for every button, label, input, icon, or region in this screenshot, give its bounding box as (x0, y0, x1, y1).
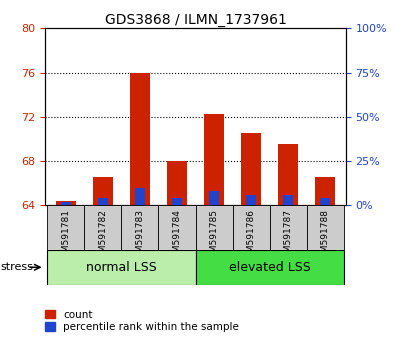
Bar (278, 144, 298, 205)
Text: GSM591782: GSM591782 (98, 209, 107, 264)
Bar (60, 202, 71, 205)
Text: stress: stress (0, 262, 33, 272)
Text: GSM591788: GSM591788 (321, 209, 330, 264)
Bar (98, 198, 108, 205)
Text: GSM591784: GSM591784 (173, 209, 181, 264)
Bar (209, 191, 219, 205)
Bar (47, 205, 85, 250)
Bar (172, 198, 182, 205)
Bar (196, 205, 233, 250)
Bar (270, 205, 307, 250)
Bar (130, 73, 150, 205)
Bar (85, 205, 121, 250)
Bar (246, 195, 256, 205)
Text: GSM591787: GSM591787 (284, 209, 293, 264)
Bar (56, 201, 76, 205)
Text: normal LSS: normal LSS (86, 261, 157, 274)
Text: GSM591783: GSM591783 (135, 209, 145, 264)
Bar (307, 205, 344, 250)
Bar (315, 177, 335, 205)
Bar (158, 205, 196, 250)
Bar (320, 198, 331, 205)
Bar (283, 195, 293, 205)
Legend: count, percentile rank within the sample: count, percentile rank within the sample (45, 310, 239, 332)
Bar (135, 188, 145, 205)
Title: GDS3868 / ILMN_1737961: GDS3868 / ILMN_1737961 (105, 13, 286, 27)
Text: GSM591785: GSM591785 (210, 209, 218, 264)
Bar (204, 114, 224, 205)
Bar (233, 205, 270, 250)
Text: GSM591786: GSM591786 (246, 209, 256, 264)
Bar (121, 205, 158, 250)
Text: GSM591781: GSM591781 (61, 209, 70, 264)
Bar (167, 161, 187, 205)
Bar (93, 177, 113, 205)
Bar (196, 250, 344, 285)
Text: elevated LSS: elevated LSS (229, 261, 310, 274)
Bar (241, 133, 261, 205)
Bar (47, 250, 196, 285)
